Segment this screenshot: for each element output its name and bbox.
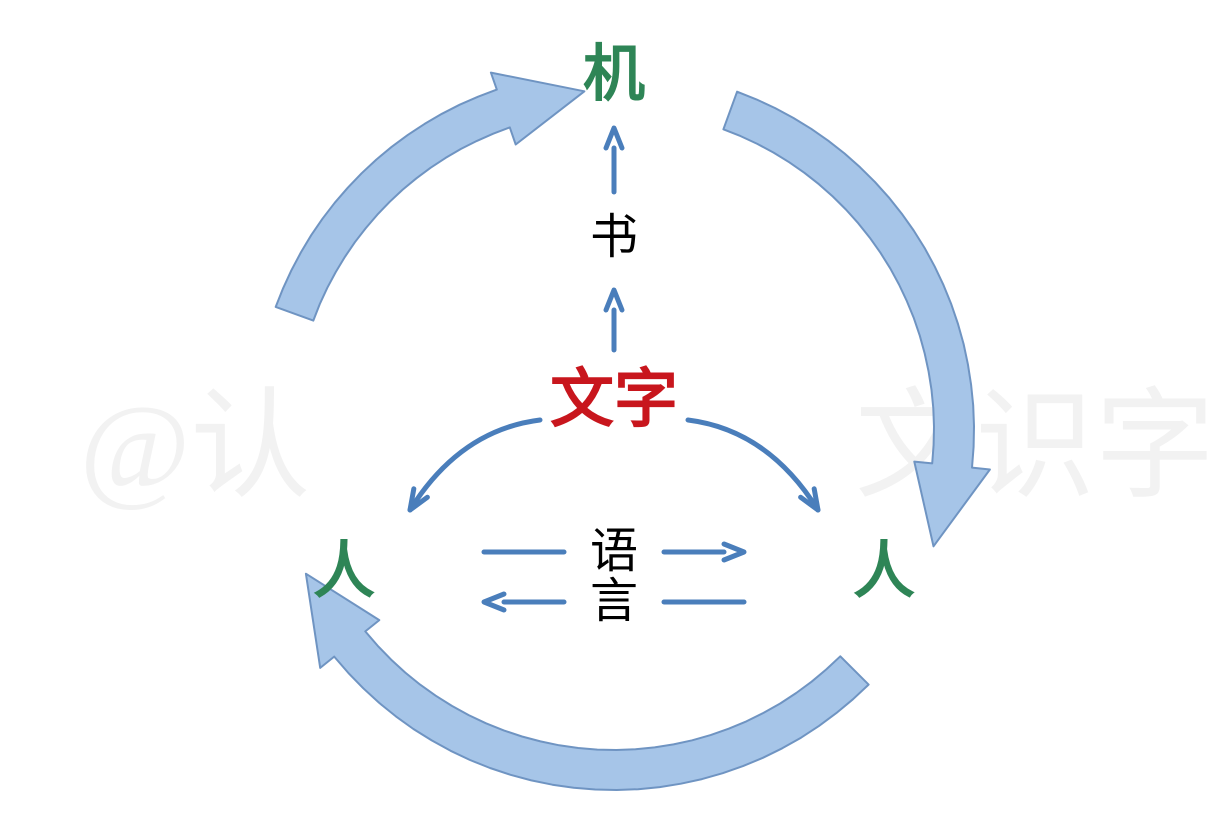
arrow-book-to-machine — [606, 128, 622, 192]
diagram-stage: @认 文识字 机 人 人 文字 书 语 言 — [0, 0, 1229, 818]
arrow-lang-right-top — [664, 544, 744, 560]
cycle-arrow-left-up — [276, 73, 585, 321]
node-right-person: 人 — [853, 541, 915, 603]
watermark-left: @认 — [80, 348, 311, 522]
inner-label-language-2: 言 — [590, 578, 638, 626]
node-left-person: 人 — [313, 541, 375, 603]
arrow-wenzi-to-book — [606, 290, 622, 350]
inner-label-book: 书 — [590, 214, 638, 262]
arrow-wenzi-to-left-person — [410, 420, 540, 510]
center-wenzi: 文字 — [550, 368, 678, 432]
node-top-machine: 机 — [583, 44, 645, 106]
inner-label-language-1: 语 — [590, 528, 638, 576]
arrow-lang-left-bottom — [484, 594, 564, 610]
watermark-right: 文识字 — [855, 348, 1215, 522]
arrow-wenzi-to-right-person — [688, 420, 818, 510]
cycle-arrow-bottom-left — [306, 574, 869, 790]
